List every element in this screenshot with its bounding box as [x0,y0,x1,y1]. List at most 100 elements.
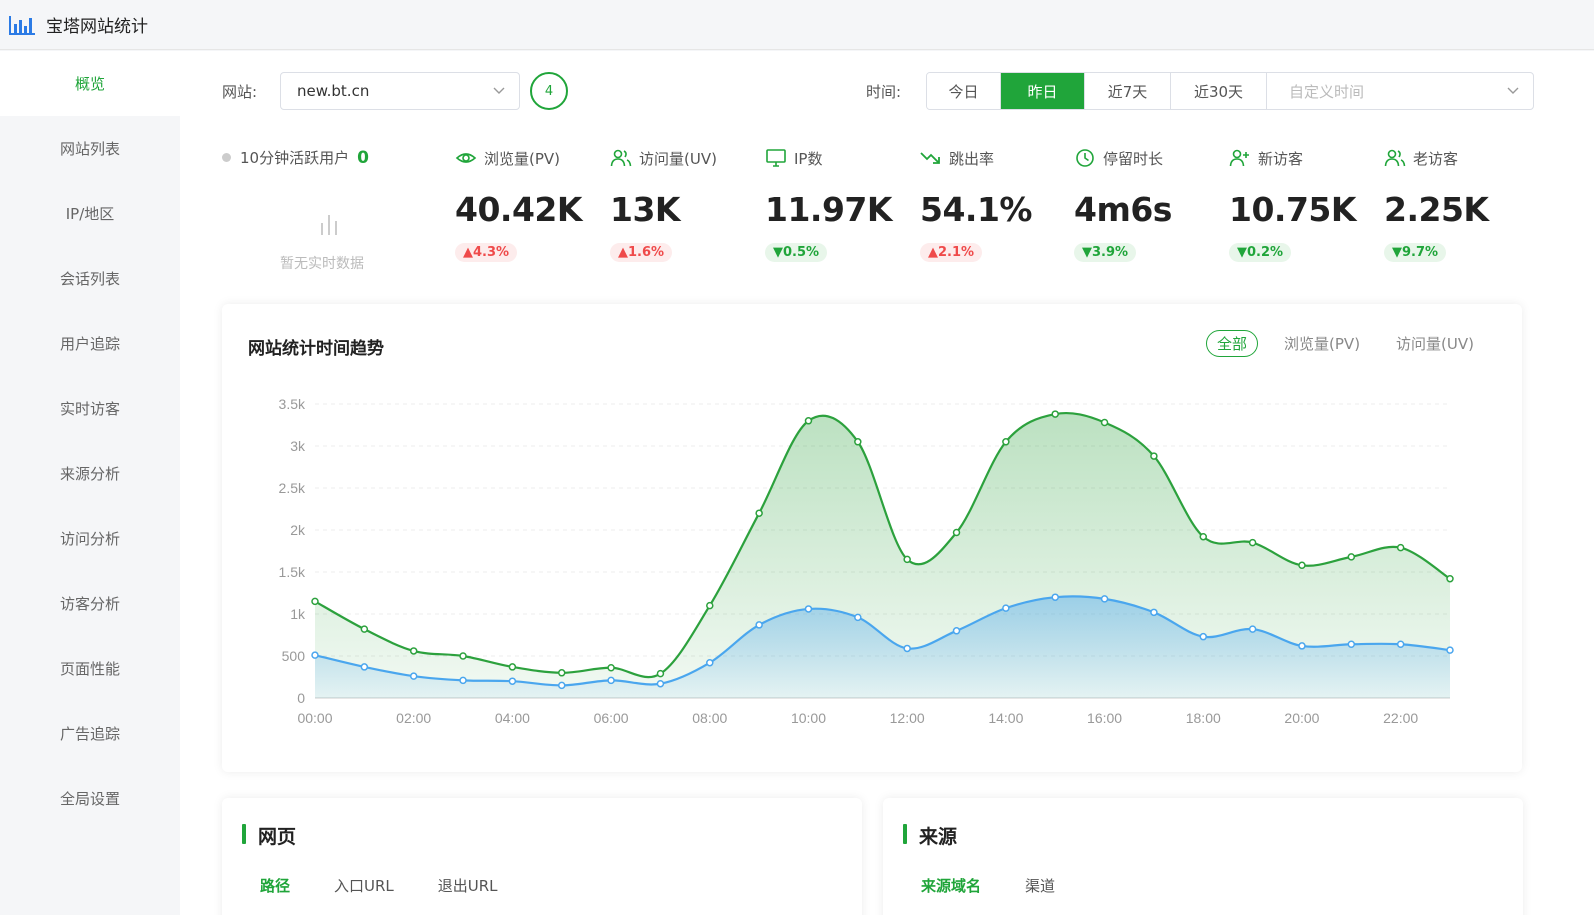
data-point [854,438,862,446]
metric-card-4: 停留时长 4m6s ▼3.9% [1074,147,1224,262]
trend-chart-card: 网站统计时间趋势 全部 浏览量(PV) 访问量(UV) 0 500 1k 1.5k 2k 2.… [222,304,1522,772]
sidebar-item-11[interactable]: 全局设置 [59,790,120,808]
metric-change-badge: ▼9.7% [1384,243,1447,262]
data-point [903,644,911,653]
sidebar-item-0[interactable]: 概览 [0,51,180,116]
sidebar-item-10[interactable]: 广告追踪 [59,725,120,743]
x-tick-label: 12:00 [890,710,925,726]
sidebar-item-2[interactable]: IP/地区 [65,205,115,223]
metric-label: 停留时长 [1103,149,1164,168]
data-point [607,664,615,672]
metric-value: 40.42K [455,190,582,229]
data-point [656,679,665,688]
users-icon [1384,149,1406,167]
realtime-panel: 10分钟活跃用户 0 暂无实时数据 [222,147,432,272]
metric-card-0: 浏览量(PV) 40.42K ▲4.3% [455,147,605,262]
metric-card-5: 新访客 10.75K ▼0.2% [1229,147,1379,262]
metric-header: 新访客 [1229,147,1379,169]
data-point [1396,640,1405,648]
sidebar-item-8[interactable]: 访客分析 [59,595,120,613]
sidebar-item-5[interactable]: 实时访客 [59,400,120,418]
trend-chart: 0 500 1k 1.5k 2k 2.5k 3k 3.5k 00:00 02:00 04:00 06:… [279,396,1454,726]
sidebar: 概览网站列表 IP/地区会话列表用户追踪实时访客来源分析访问分析访客分析页面性能广… [0,51,180,915]
x-tick-label: 16:00 [1087,710,1122,726]
chart-filter-1[interactable]: 浏览量(PV) [1284,335,1361,353]
metric-header: 停留时长 [1074,147,1224,169]
metric-change-badge: ▲1.6% [610,243,673,262]
metric-value: 10.75K [1229,190,1356,229]
site-select[interactable]: new.bt.cn [280,72,520,110]
main-content: 网站: new.bt.cn 4 时间: 今日 昨日 近7天 近30天 自定义时间 10… [180,51,1594,915]
y-tick-label: 3.5k [279,396,306,412]
sidebar-item-6[interactable]: 来源分析 [59,465,120,483]
metric-header: 跳出率 [920,147,1070,169]
sidebar-item-4[interactable]: 用户追踪 [59,335,120,353]
pages-card-title: 网页 [258,826,297,848]
realtime-empty-text: 暂无实时数据 [280,256,364,272]
metric-header: 访问量(UV) [610,147,760,169]
data-point [459,676,467,685]
data-point [706,658,714,667]
time-range-group: 今日 昨日 近7天 近30天 自定义时间 [926,72,1534,110]
sidebar-item-9[interactable]: 页面性能 [59,660,120,678]
data-point [1396,543,1405,552]
time-option-3[interactable]: 近30天 [1171,73,1267,109]
data-point [804,417,813,425]
custom-time-select[interactable]: 自定义时间 [1267,73,1533,109]
metric-card-6: 老访客 2.25K ▼9.7% [1384,147,1534,262]
x-tick-label: 04:00 [495,710,530,726]
card-tab-1[interactable]: 渠道 [1025,877,1056,895]
bar-chart-logo-icon [9,15,35,35]
time-option-1[interactable]: 昨日 [1001,73,1085,109]
time-option-2[interactable]: 近7天 [1085,73,1171,109]
data-point [755,621,763,629]
metric-change-badge: ▲2.1% [920,243,983,262]
time-option-0[interactable]: 今日 [927,73,1001,109]
sidebar-item-1[interactable]: 网站列表 [59,140,120,158]
site-count-badge[interactable]: 4 [530,72,568,110]
metric-change-badge: ▼0.5% [765,243,828,262]
y-tick-label: 0 [297,690,305,706]
source-card-title: 来源 [919,826,958,848]
x-tick-label: 02:00 [396,710,431,726]
data-point [706,601,714,610]
chart-filter-2[interactable]: 访问量(UV) [1396,335,1474,353]
data-point [1199,632,1208,641]
metric-card-3: 跳出率 54.1% ▲2.1% [920,147,1070,262]
sidebar-item-7[interactable]: 访问分析 [59,530,120,548]
chart-filter-0[interactable]: 全部 [1206,330,1259,357]
series-area-1 [315,596,1450,698]
metric-card-1: 访问量(UV) 13K ▲1.6% [610,147,760,262]
metric-value: 2.25K [1384,190,1489,229]
data-point [1347,640,1356,648]
card-tab-2[interactable]: 退出URL [437,877,498,895]
data-point [952,627,961,635]
data-point [656,669,665,678]
realtime-label: 10分钟活跃用户 [240,149,350,167]
metric-label: 老访客 [1413,149,1459,168]
metric-label: IP数 [794,149,823,168]
metric-value: 4m6s [1074,190,1172,229]
metric-header: 浏览量(PV) [455,147,605,169]
sidebar-item-3[interactable]: 会话列表 [59,270,120,288]
card-tab-1[interactable]: 入口URL [334,877,394,895]
trend-down-icon [920,152,940,164]
data-point [1248,538,1257,547]
metric-label: 访问量(UV) [639,149,717,168]
data-point [409,647,418,655]
chevron-down-icon [1507,87,1519,94]
metric-value: 11.97K [765,190,892,229]
data-point [508,663,517,671]
data-point [952,528,961,537]
card-tab-0[interactable]: 来源域名 [921,877,982,895]
data-point [1298,561,1306,570]
data-point [1150,608,1158,617]
card-tab-0[interactable]: 路径 [260,877,291,895]
empty-chart-icon [321,215,337,235]
data-point [360,625,369,633]
data-point [607,676,615,685]
metric-label: 跳出率 [949,149,995,168]
users-icon [610,149,632,167]
data-point [1298,642,1306,650]
title-accent-bar [242,824,246,844]
